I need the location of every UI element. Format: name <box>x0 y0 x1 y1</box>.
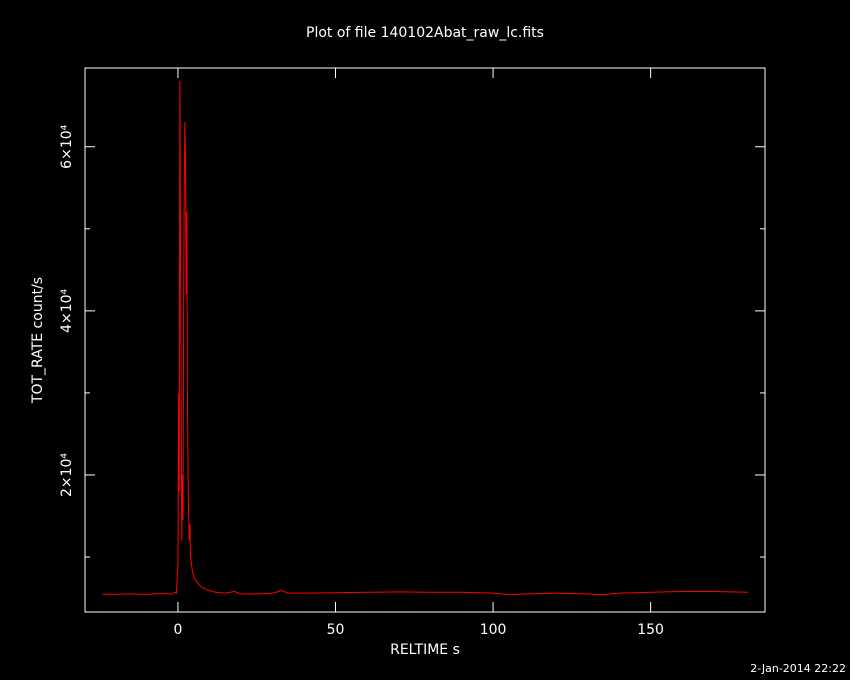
y-tick-label: 4×10⁴ <box>59 288 75 332</box>
x-tick-label: 150 <box>637 622 664 638</box>
x-tick-label: 0 <box>173 622 182 638</box>
light-curve <box>102 81 749 596</box>
timestamp: 2-Jan-2014 22:22 <box>750 662 846 675</box>
y-axis-label: TOT_RATE count/s <box>30 277 46 404</box>
x-tick-label: 100 <box>480 622 507 638</box>
y-tick-label: 6×10⁴ <box>59 124 75 168</box>
plot-frame <box>84 67 766 613</box>
x-tick-label: 50 <box>327 622 345 638</box>
x-axis-label: RELTIME s <box>390 642 460 658</box>
chart-title: Plot of file 140102Abat_raw_lc.fits <box>306 25 544 41</box>
y-tick-label: 2×10⁴ <box>59 453 75 497</box>
